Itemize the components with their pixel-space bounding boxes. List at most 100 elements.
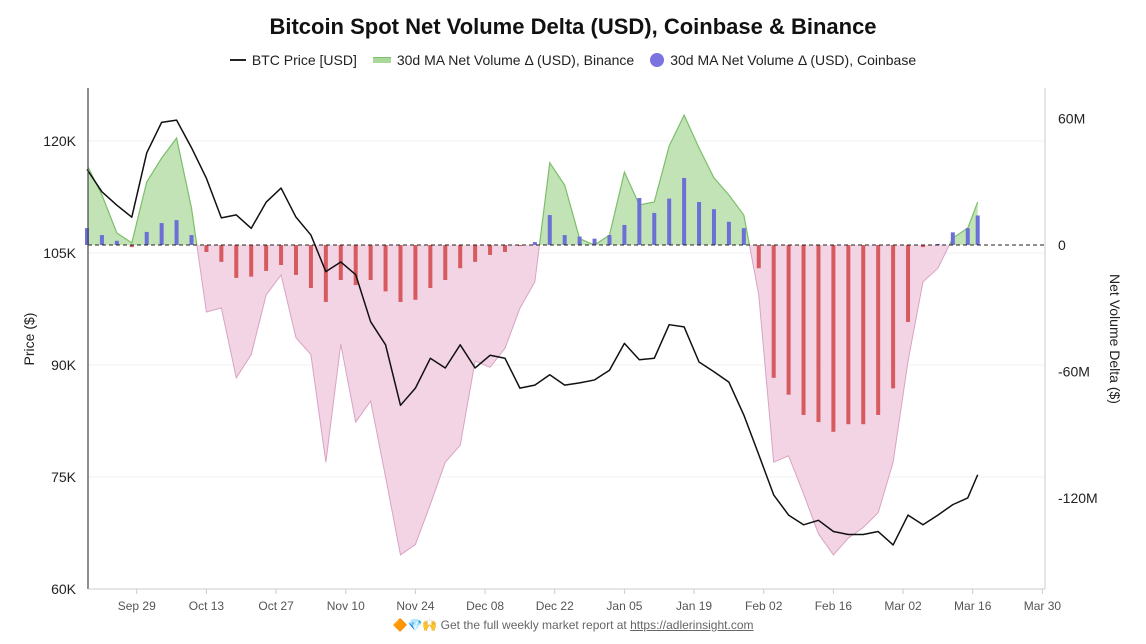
coinbase-bar <box>622 224 627 245</box>
legend-item-binance[interactable]: 30d MA Net Volume Δ (USD), Binance <box>372 52 634 68</box>
coinbase-bar <box>473 245 478 262</box>
y-axis-right-label: Net Volume Delta ($) <box>1107 274 1123 404</box>
coinbase-bar <box>697 201 702 245</box>
coinbase-bar <box>577 236 582 245</box>
coinbase-bar <box>279 245 284 266</box>
coinbase-bar <box>876 245 881 415</box>
coinbase-bar <box>920 245 925 248</box>
y-tick-left-label: 90K <box>51 357 77 373</box>
coinbase-bar <box>219 245 224 262</box>
legend-line-icon <box>229 59 246 61</box>
footer-link[interactable]: https://adlerinsight.com <box>630 618 754 632</box>
x-tick-label: Mar 16 <box>954 599 992 613</box>
coinbase-bar <box>831 245 836 432</box>
coinbase-bar <box>935 243 940 245</box>
coinbase-bar <box>458 245 463 269</box>
coinbase-bar <box>413 245 418 300</box>
legend-item-price[interactable]: BTC Price [USD] <box>229 52 357 68</box>
binance-negative-area <box>88 245 978 555</box>
coinbase-bar <box>637 197 642 245</box>
coinbase-bar <box>607 235 612 245</box>
coinbase-bar <box>85 228 89 245</box>
coinbase-bar <box>592 238 597 245</box>
coinbase-bar <box>368 245 373 280</box>
x-tick-label: Sep 29 <box>118 599 156 613</box>
coinbase-bar <box>114 240 119 245</box>
coinbase-bar <box>383 245 388 292</box>
x-tick-label: Oct 27 <box>258 599 294 613</box>
footer-text: Get the full weekly market report at <box>440 618 627 632</box>
coinbase-bar <box>443 245 448 280</box>
coinbase-bar <box>711 209 716 245</box>
btc-price-line <box>86 119 979 546</box>
coinbase-bar <box>861 245 866 425</box>
y-tick-right-label: -120M <box>1058 490 1098 506</box>
footer: 🔶💎🙌 Get the full weekly market report at… <box>0 618 1146 632</box>
coinbase-bar <box>652 212 657 245</box>
y-axis-left-label: Price ($) <box>21 313 37 366</box>
coinbase-bar <box>488 245 493 255</box>
x-tick-label: Oct 13 <box>189 599 225 613</box>
coinbase-bar <box>353 245 358 286</box>
coinbase-bar <box>293 245 298 275</box>
coinbase-bar <box>159 223 164 245</box>
coinbase-bar <box>99 235 104 245</box>
coinbase-bar <box>667 198 672 245</box>
y-tick-right-label: -60M <box>1058 364 1090 380</box>
coinbase-bar <box>174 220 179 245</box>
y-tick-left-label: 120K <box>43 133 76 149</box>
coinbase-bar <box>204 245 209 252</box>
x-tick-label: Dec 08 <box>466 599 504 613</box>
coinbase-bar <box>682 177 687 245</box>
x-tick-label: Jan 19 <box>676 599 712 613</box>
legend-dot-icon <box>650 53 665 67</box>
legend: BTC Price [USD] 30d MA Net Volume Δ (USD… <box>0 52 1146 68</box>
coinbase-bar <box>786 245 791 395</box>
x-tick-label: Dec 22 <box>536 599 574 613</box>
legend-label: BTC Price [USD] <box>251 52 357 68</box>
binance-negative-area-group <box>88 245 978 556</box>
coinbase-bar <box>846 245 851 425</box>
coinbase-bar <box>741 228 746 245</box>
coinbase-bar <box>950 232 955 245</box>
coinbase-bar <box>428 245 433 289</box>
y-tick-right-label: 0 <box>1058 237 1066 253</box>
coinbase-bar <box>234 245 239 278</box>
y-tick-right-label: 60M <box>1058 111 1085 127</box>
coinbase-bar <box>189 235 194 245</box>
legend-item-coinbase[interactable]: 30d MA Net Volume Δ (USD), Coinbase <box>650 52 916 68</box>
binance-negative-outline <box>196 245 950 556</box>
coinbase-bar <box>532 242 537 245</box>
coinbase-bar <box>801 245 806 415</box>
y-tick-left-label: 75K <box>51 469 77 485</box>
y-tick-left-label: 105K <box>43 245 76 261</box>
coinbase-bar <box>562 235 567 245</box>
coinbase-bar <box>965 228 970 245</box>
coinbase-bar <box>249 245 254 277</box>
coinbase-bar <box>398 245 403 302</box>
footer-emoji-icons: 🔶💎🙌 <box>392 618 438 632</box>
x-tick-label: Mar 30 <box>1024 599 1062 613</box>
x-tick-label: Feb 16 <box>815 599 853 613</box>
legend-area-icon <box>372 57 391 63</box>
coinbase-bar <box>726 221 731 245</box>
coinbase-bar <box>906 245 911 322</box>
coinbase-bar <box>502 245 507 252</box>
coinbase-bar <box>323 245 328 302</box>
coinbase-bar <box>144 231 149 245</box>
x-tick-label: Jan 05 <box>606 599 642 613</box>
x-tick-label: Nov 10 <box>327 599 365 613</box>
x-tick-label: Feb 02 <box>745 599 783 613</box>
coinbase-bar <box>264 245 269 271</box>
chart-title: Bitcoin Spot Net Volume Delta (USD), Coi… <box>269 14 877 39</box>
coinbase-bar <box>891 245 896 389</box>
y-tick-left-label: 60K <box>51 581 77 597</box>
coinbase-bar <box>756 245 761 269</box>
legend-label: 30d MA Net Volume Δ (USD), Coinbase <box>670 52 917 68</box>
coinbase-bar <box>129 245 134 248</box>
coinbase-bar <box>547 215 552 245</box>
coinbase-bar <box>308 245 313 289</box>
binance-area-layer <box>88 113 979 556</box>
coinbase-bar <box>771 245 776 378</box>
